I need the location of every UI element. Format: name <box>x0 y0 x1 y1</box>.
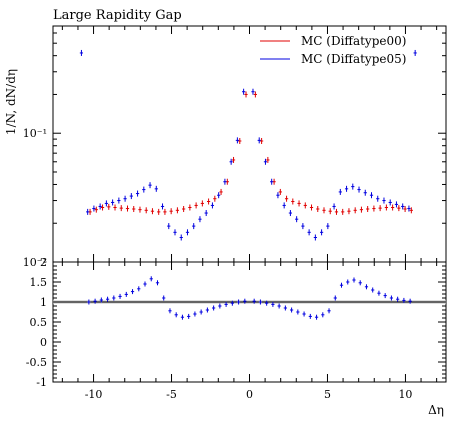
ratio-plot: -1 -0.5 0 0.5 1 1.5 2 -10 -5 0 5 10 Δη <box>26 256 447 417</box>
x-tick-label: 10 <box>398 388 412 401</box>
ratio-axes: -1 -0.5 0 0.5 1 1.5 2 -10 -5 0 5 10 <box>26 256 446 401</box>
ratio-marks <box>87 276 412 320</box>
y-tick-label: 10⁻¹ <box>23 127 47 140</box>
y-tick-label: 10⁻² <box>23 256 47 269</box>
x-tick-label: 5 <box>324 388 331 401</box>
main-marks <box>79 49 417 241</box>
x-tick-label: -5 <box>166 388 177 401</box>
x-tick-label: -10 <box>85 388 103 401</box>
ratio-y-tick-label: -1 <box>36 376 47 389</box>
legend-label-diffatype05: MC (Diffatype05) <box>301 52 406 66</box>
y-axis-label: 1/N, dN/dη <box>4 69 18 135</box>
ratio-y-tick-label: 1 <box>40 296 47 309</box>
legend: MC (Diffatype00) MC (Diffatype05) <box>260 34 406 66</box>
main-plot: 10⁻¹ 10⁻² 1/N, dN/dη <box>4 25 447 269</box>
legend-label-diffatype00: MC (Diffatype00) <box>301 34 406 48</box>
ratio-y-tick-label: 0.5 <box>30 316 48 329</box>
ratio-y-tick-label: 1.5 <box>30 276 48 289</box>
chart-title: Large Rapidity Gap <box>53 8 182 23</box>
ratio-plot-frame <box>52 261 447 383</box>
x-tick-label: 0 <box>246 388 253 401</box>
ratio-y-tick-label: 0 <box>40 336 47 349</box>
x-axis-label: Δη <box>428 403 444 417</box>
main-axes: 10⁻¹ 10⁻² <box>23 26 446 269</box>
ratio-y-tick-label: -0.5 <box>26 356 47 369</box>
ratio-y-tick-label: 2 <box>40 256 47 269</box>
